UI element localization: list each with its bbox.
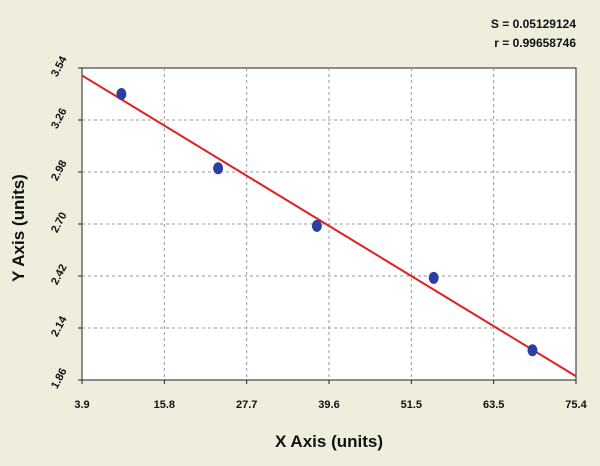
data-point [428,271,439,284]
grid-lines [82,68,576,380]
y-tick-label: 3.26 [49,106,70,131]
x-tick-label: 27.7 [236,399,257,411]
s-statistic: S = 0.05129124 [491,17,576,31]
x-axis-title: X Axis (units) [275,432,383,451]
y-tick-label: 3.54 [49,54,70,79]
x-tick-label: 15.8 [154,399,175,411]
x-tick-labels: 3.9 15.8 27.7 39.6 51.5 63.5 75.4 [74,380,588,411]
y-tick-label: 2.70 [49,210,70,235]
y-tick-labels: 1.86 2.14 2.42 2.70 2.98 3.26 3.54 [49,54,82,391]
y-tick-label: 2.14 [49,314,70,339]
data-point [311,219,322,232]
data-point [527,344,538,357]
data-points [116,88,538,357]
data-point [213,162,224,175]
y-axis-title: Y Axis (units) [9,174,28,282]
x-tick-label: 63.5 [483,399,504,411]
r-statistic: r = 0.99658746 [494,36,576,50]
x-tick-label: 75.4 [565,399,587,411]
y-tick-label: 1.86 [49,366,70,391]
x-tick-label: 39.6 [318,399,339,411]
fit-line [81,74,577,378]
x-tick-label: 51.5 [401,399,422,411]
x-tick-label: 3.9 [74,399,89,411]
data-point [116,88,127,100]
y-tick-label: 2.42 [49,262,70,287]
y-tick-label: 2.98 [49,158,70,183]
